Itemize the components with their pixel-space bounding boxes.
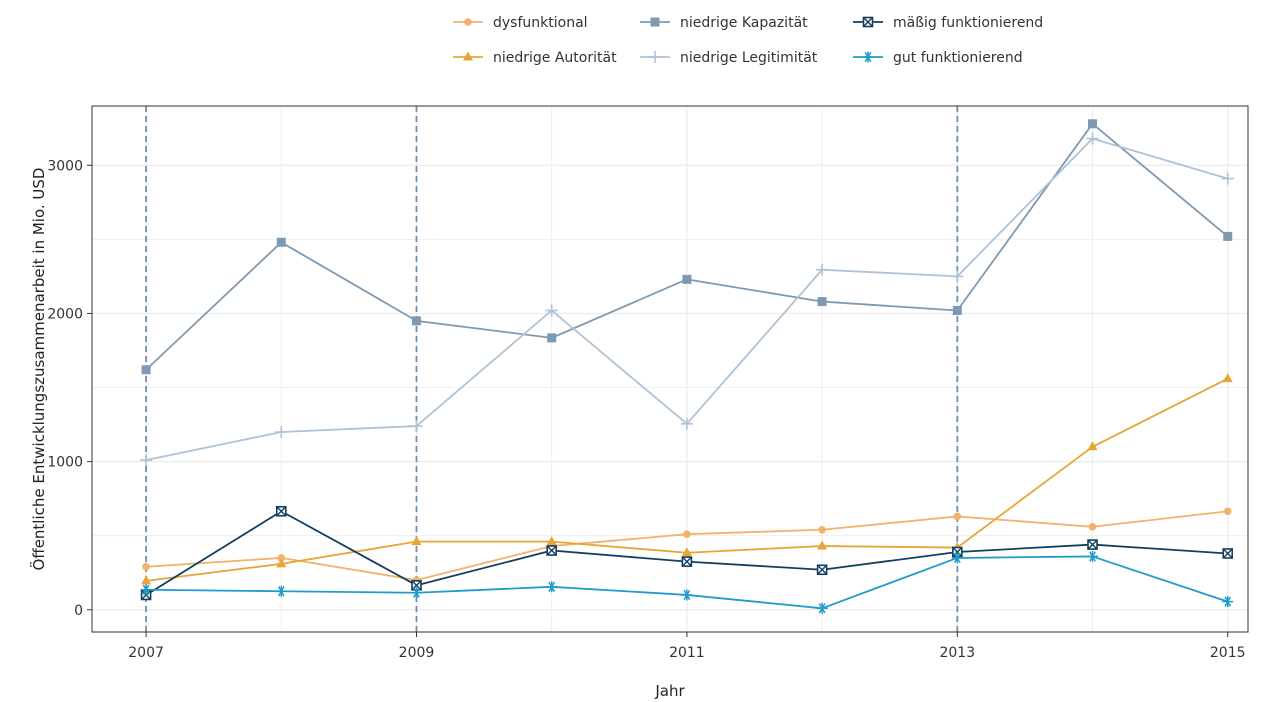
point-s3-2009 (410, 420, 423, 433)
point-s5-2012 (816, 602, 828, 614)
point-s3-2011 (680, 417, 693, 430)
point-s0-2013 (953, 512, 962, 521)
point-s1-2015 (1222, 373, 1233, 383)
series-5 (140, 550, 1234, 614)
point-s2-2013 (952, 305, 962, 315)
point-s2-2011 (682, 274, 692, 284)
point-s4-2015 (1222, 548, 1234, 559)
legend-label: dysfunktional (493, 15, 588, 31)
point-s0-2011 (683, 530, 691, 539)
y-tick-label: 3000 (47, 158, 83, 174)
x-axis-title: Jahr (654, 682, 685, 700)
point-s2-2008 (276, 237, 286, 247)
legend-item-3: niedrige Legitimität (640, 50, 818, 66)
legend-item-1: niedrige Autorität (453, 50, 617, 66)
point-s2-2007 (141, 365, 151, 375)
legend-item-5: gut funktionierend (853, 50, 1023, 66)
point-s5-2009 (410, 587, 422, 599)
x-tick-label: 2011 (669, 645, 705, 661)
point-s4-2010-d2 (546, 545, 557, 556)
point-s4-2014 (1087, 539, 1098, 550)
point-s4-2011 (681, 556, 693, 567)
point-s4-2011-d2 (681, 556, 692, 567)
legend-key-marker (650, 17, 660, 27)
legend-key-marker (464, 18, 472, 26)
point-s5-2007 (140, 584, 152, 596)
legend-label: niedrige Autorität (493, 50, 617, 66)
point-s3-2013 (951, 270, 964, 283)
point-s3-2007 (140, 454, 153, 467)
point-s1-2007 (141, 575, 152, 585)
point-s4-2014-d2 (1087, 539, 1098, 550)
point-s5-2010 (546, 581, 558, 593)
legend-label: niedrige Legitimität (680, 50, 818, 66)
point-s3-2008 (275, 425, 288, 438)
legend-label: gut funktionierend (893, 50, 1023, 66)
point-s0-2007 (142, 563, 150, 571)
point-s4-2010 (546, 545, 557, 556)
point-s2-2014 (1088, 119, 1098, 129)
point-s4-2012 (816, 564, 828, 576)
point-s2-2010 (547, 333, 557, 343)
point-s3-2012 (816, 263, 829, 276)
legend-label: mäßig funktionierend (893, 15, 1043, 31)
legend: dysfunktional niedrige Autorität niedrige … (453, 15, 1043, 66)
x-tick-label: 2007 (128, 645, 164, 661)
point-s5-2011 (681, 589, 693, 601)
point-s1-2011 (681, 547, 692, 557)
plot-panel-border (91, 105, 1249, 633)
legend-key-marker (862, 51, 874, 63)
point-s5-2015 (1222, 596, 1234, 608)
point-s2-2012 (817, 297, 827, 307)
point-s1-2008 (276, 558, 287, 568)
legend-key-marker (463, 51, 473, 61)
y-tick-label: 2000 (47, 306, 83, 322)
point-s0-2008 (277, 554, 286, 562)
point-s1-2012 (817, 540, 828, 550)
point-s1-2010 (546, 536, 557, 546)
point-s4-2008 (275, 505, 287, 517)
point-s0-2015 (1223, 507, 1232, 516)
legend-item-2: niedrige Kapazität (640, 15, 808, 31)
axes: 2007 2009 2011 2013 2015 0 1000 2000 3000 (47, 158, 1245, 661)
point-s3-2015 (1221, 172, 1234, 185)
series-3 (140, 132, 1234, 467)
point-s4-2013-d2 (952, 546, 963, 557)
point-s1-2009 (411, 536, 422, 546)
legend-key-marker (649, 51, 661, 63)
point-s2-2009 (411, 316, 421, 326)
x-tick-label: 2009 (399, 645, 435, 661)
legend-item-4: mäßig funktionierend (853, 15, 1043, 31)
point-s1-2014 (1087, 441, 1098, 451)
legend-key-marker (862, 16, 874, 28)
point-s5-2014 (1087, 550, 1099, 562)
y-tick-label: 0 (74, 603, 83, 619)
point-s5-2008 (275, 585, 287, 597)
point-s4-2012-d2 (817, 564, 828, 575)
legend-label: niedrige Kapazität (680, 15, 808, 31)
point-s4-2008-d2 (276, 506, 287, 517)
point-s0-2012 (818, 525, 826, 534)
point-s5-2013 (951, 552, 963, 564)
y-tick-label: 1000 (47, 455, 83, 471)
legend-key-marker-d2 (863, 17, 873, 27)
point-s2-2015 (1223, 231, 1233, 241)
x-tick-label: 2015 (1210, 645, 1246, 661)
point-s3-2010 (545, 304, 558, 317)
series-group (140, 119, 1234, 614)
y-axis-title: Öffentliche Entwicklungszusammenarbeit i… (29, 168, 48, 571)
grid-lines (92, 106, 1248, 632)
x-tick-label: 2013 (939, 645, 975, 661)
point-s4-2015-d2 (1222, 548, 1233, 559)
point-s3-2014 (1086, 132, 1099, 145)
legend-item-0: dysfunktional (453, 15, 588, 31)
series-2 (141, 119, 1233, 375)
point-s0-2014 (1088, 523, 1097, 531)
